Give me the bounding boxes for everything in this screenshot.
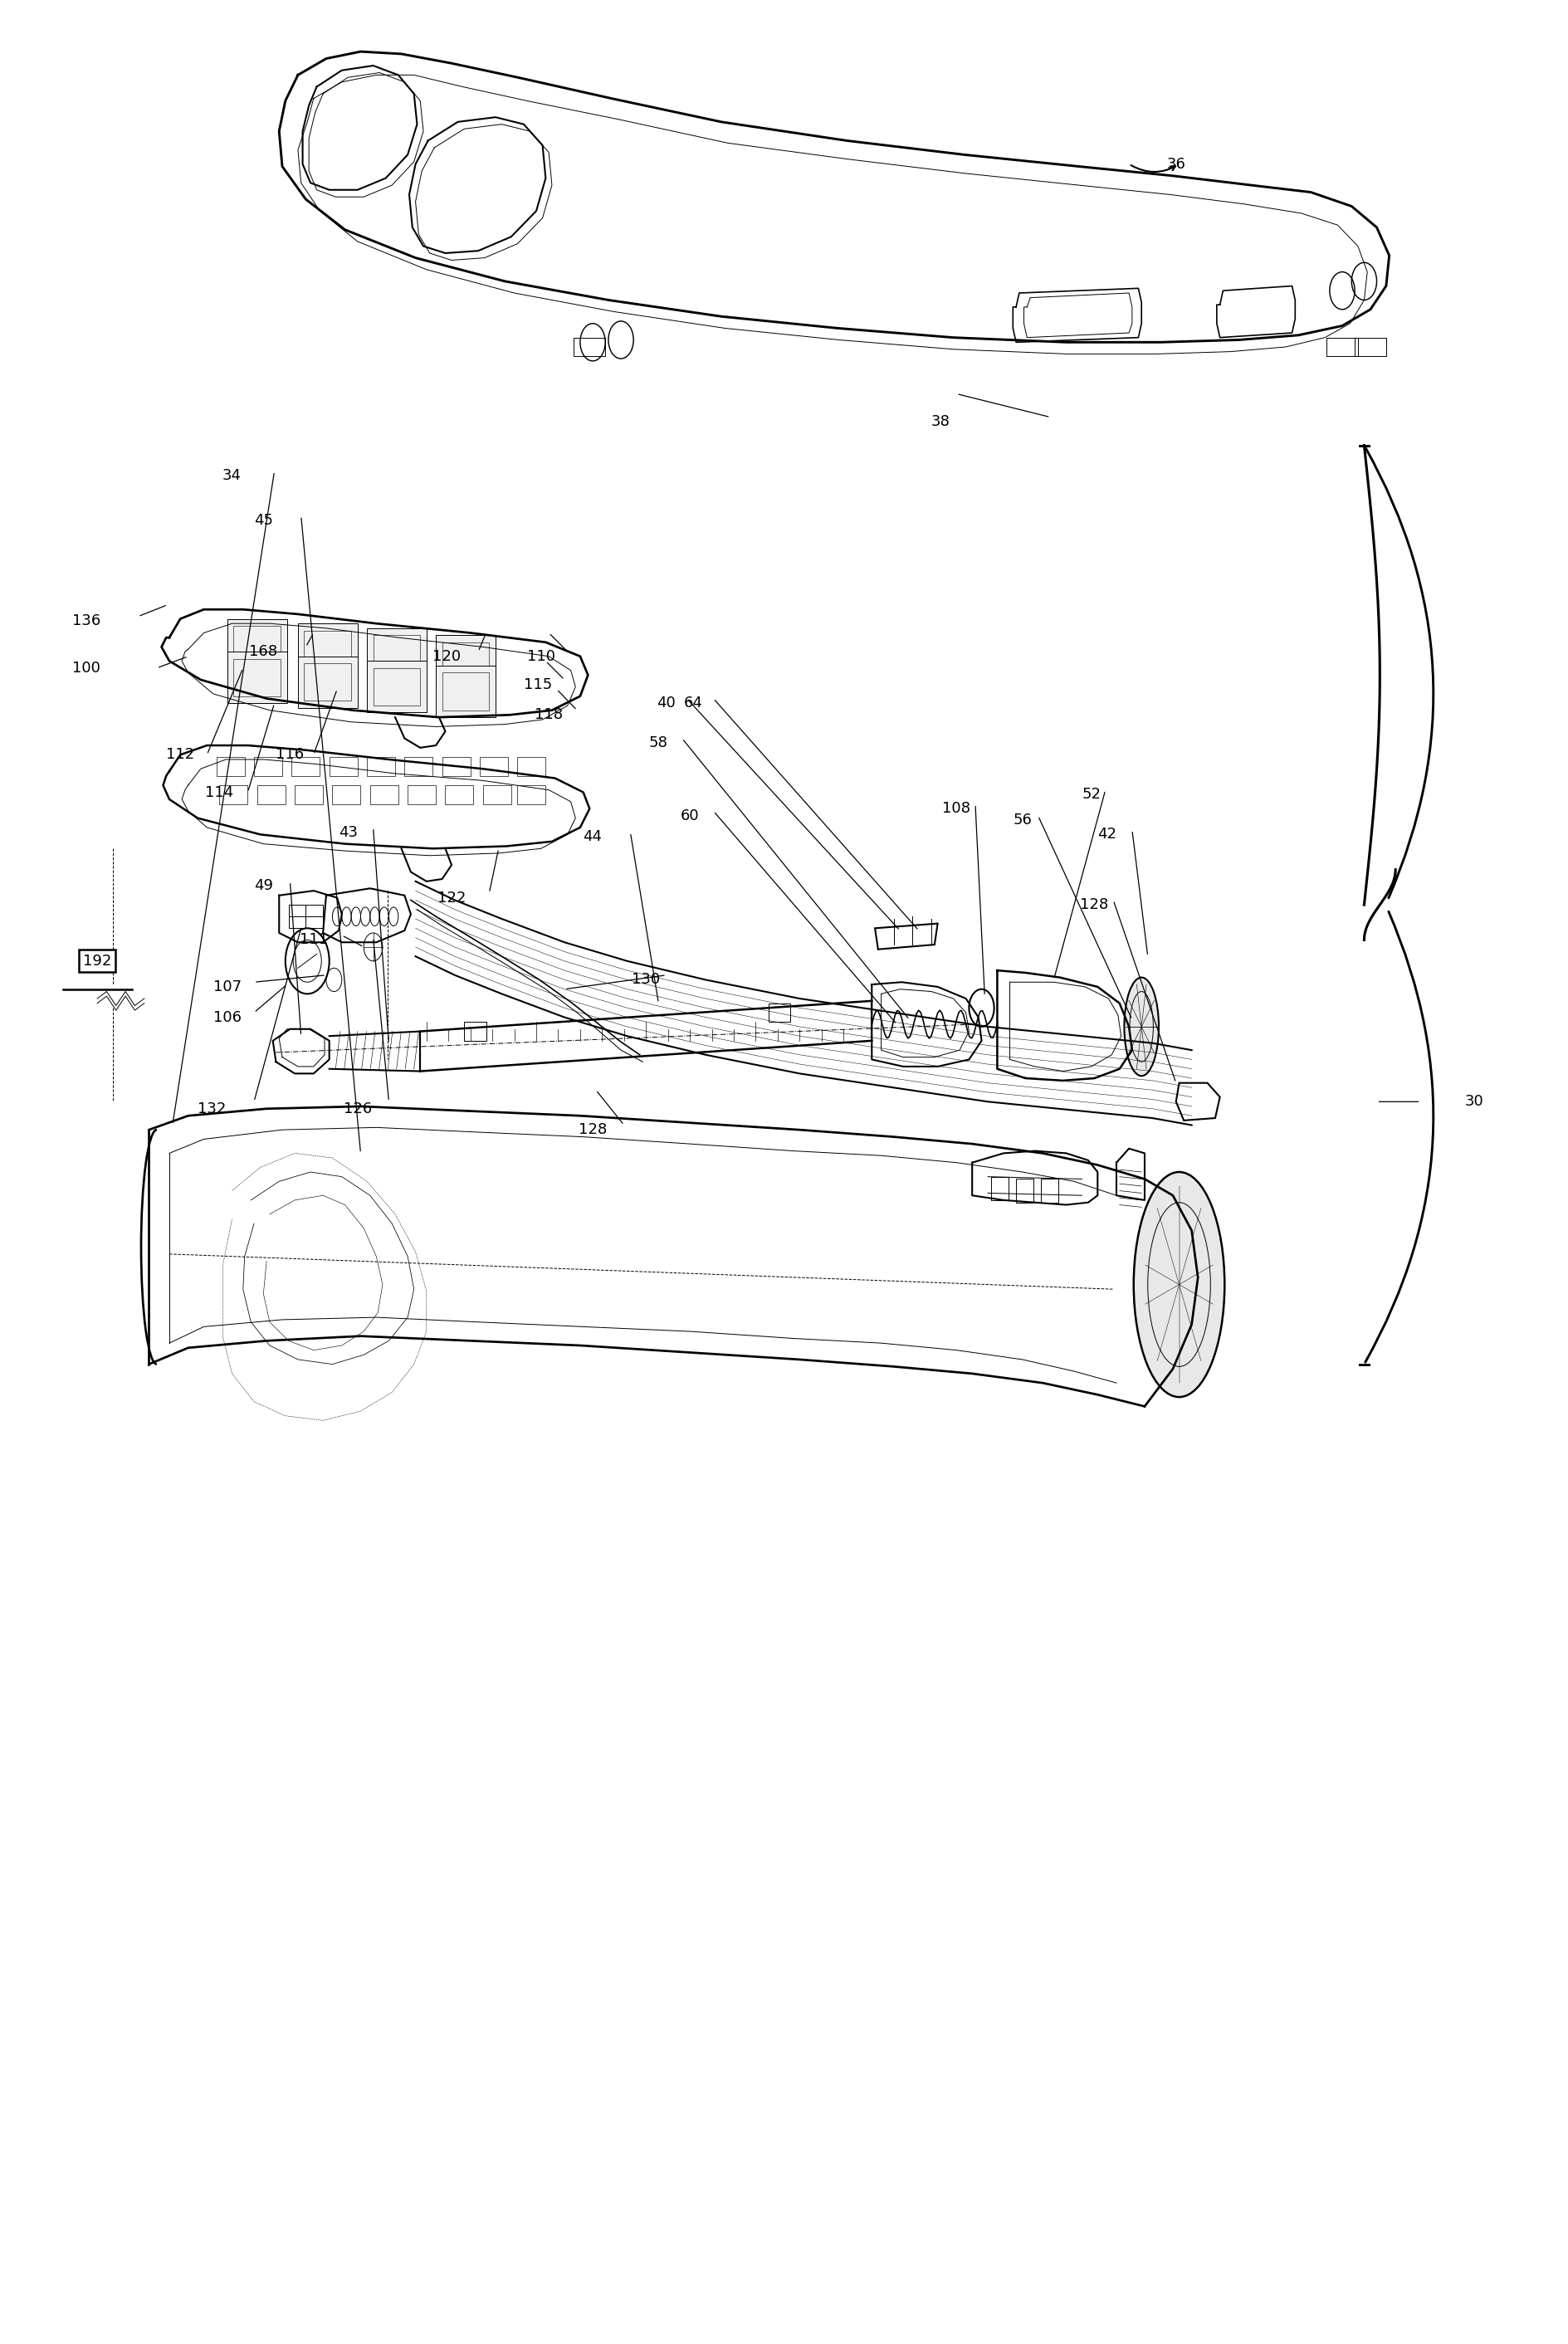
Text: 112: 112: [166, 748, 194, 762]
Text: 130: 130: [632, 973, 660, 987]
Polygon shape: [436, 666, 495, 717]
Text: 122: 122: [437, 891, 466, 905]
Text: 107: 107: [213, 980, 241, 994]
Text: 115: 115: [524, 677, 552, 691]
Text: 106: 106: [213, 1010, 241, 1024]
Polygon shape: [298, 624, 358, 675]
Text: 42: 42: [1098, 827, 1116, 841]
Text: 118: 118: [535, 708, 563, 722]
Text: 116: 116: [276, 748, 304, 762]
Text: 132: 132: [198, 1102, 226, 1116]
Polygon shape: [298, 656, 358, 708]
Text: 126: 126: [343, 1102, 372, 1116]
Text: 34: 34: [223, 469, 241, 483]
Text: 100: 100: [72, 661, 100, 675]
Text: 110: 110: [527, 649, 555, 663]
Text: 52: 52: [1082, 788, 1101, 802]
Polygon shape: [227, 619, 287, 670]
Text: 192: 192: [83, 954, 111, 968]
Text: 114: 114: [205, 785, 234, 799]
Text: 168: 168: [249, 645, 278, 659]
Text: 111: 111: [299, 933, 328, 947]
Text: 38: 38: [931, 415, 950, 429]
Text: 49: 49: [254, 879, 273, 893]
Ellipse shape: [1134, 1172, 1225, 1397]
Text: 64: 64: [684, 696, 702, 710]
Ellipse shape: [1124, 977, 1159, 1076]
Text: 56: 56: [1013, 813, 1032, 827]
Polygon shape: [227, 652, 287, 703]
Text: 43: 43: [339, 825, 358, 839]
Text: 128: 128: [579, 1123, 607, 1137]
Text: 128: 128: [1080, 898, 1109, 912]
Text: 44: 44: [583, 830, 602, 844]
Text: 60: 60: [681, 809, 699, 823]
Polygon shape: [367, 661, 426, 713]
Text: 136: 136: [72, 614, 100, 628]
Polygon shape: [367, 628, 426, 680]
Text: 58: 58: [649, 736, 668, 750]
Text: 36: 36: [1167, 157, 1185, 171]
Text: 45: 45: [254, 513, 273, 527]
Text: 40: 40: [657, 696, 676, 710]
Text: 108: 108: [942, 802, 971, 816]
Text: 30: 30: [1465, 1095, 1483, 1109]
Polygon shape: [436, 635, 495, 687]
Text: 120: 120: [433, 649, 461, 663]
